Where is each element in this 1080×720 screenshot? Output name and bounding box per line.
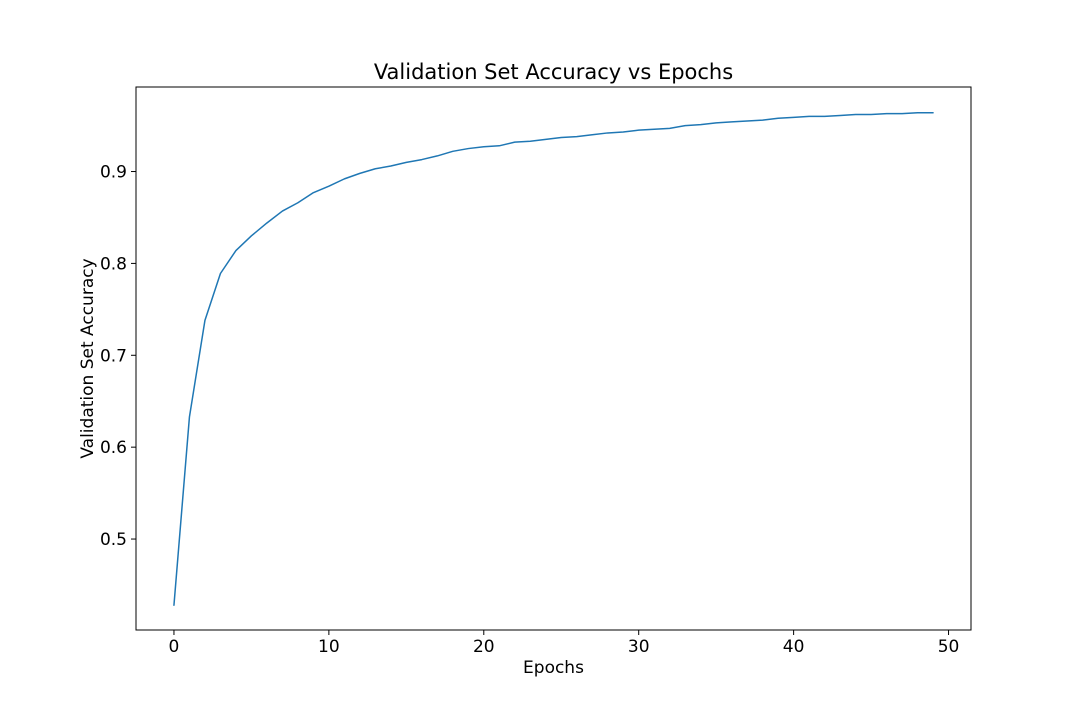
y-tick-label: 0.5 [100,530,127,550]
x-tick-label: 20 [473,637,495,657]
y-tick-label: 0.8 [100,254,127,274]
x-tick-label: 10 [318,637,340,657]
series-line [173,111,934,606]
plot-frame [135,86,972,631]
series-layer [173,111,934,606]
plot-area: 0 10 20 30 40 50 0.5 0.6 0.7 0.8 0.9 [100,86,972,657]
x-tick-label: 0 [169,637,180,657]
chart-title: Validation Set Accuracy vs Epochs [374,60,733,84]
x-tick-label: 30 [628,637,650,657]
y-tick-label: 0.6 [100,438,127,458]
x-tick-label: 50 [938,637,960,657]
y-tick-label: 0.9 [100,163,127,183]
y-tick-label: 0.7 [100,346,127,366]
x-axis-label: Epochs [523,658,584,678]
x-tick-label: 40 [783,637,805,657]
y-axis-label: Validation Set Accuracy [78,258,98,458]
x-axis-ticks: 0 10 20 30 40 50 [169,630,960,657]
y-axis-ticks: 0.5 0.6 0.7 0.8 0.9 [100,163,136,550]
